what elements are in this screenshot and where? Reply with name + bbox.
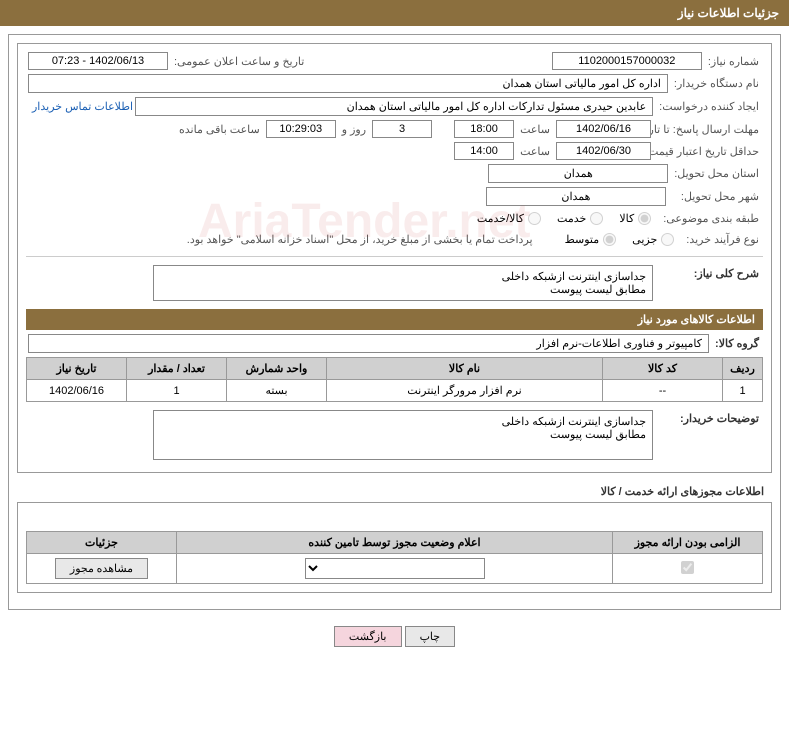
delivery-province-field: همدان [488,164,668,183]
response-date-field: 1402/06/16 [556,120,651,138]
time-label-2: ساعت [516,143,554,160]
cell-mandatory [613,554,763,584]
delivery-city-label: شهر محل تحویل: [677,188,763,205]
page-header: جزئیات اطلاعات نیاز [0,0,789,26]
remaining-label: ساعت باقی مانده [175,121,264,138]
price-validity-label: حداقل تاریخ اعتبار قیمت: تا تاریخ: [653,143,763,160]
th-details: جزئیات [27,532,177,554]
th-qty: تعداد / مقدار [127,358,227,380]
buyer-org-field: اداره کل امور مالیاتی استان همدان [28,74,668,93]
cell-unit: بسته [227,380,327,402]
delivery-province-label: استان محل تحویل: [670,165,763,182]
general-spec-label: شرح کلی نیاز: [653,265,763,282]
radio-service[interactable]: خدمت [557,212,603,225]
requester-field: عابدین حیدری مسئول تدارکات اداره کل امور… [135,97,653,116]
cell-code: -- [603,380,723,402]
cell-status [177,554,613,584]
radio-partial[interactable]: جزیی [632,233,674,246]
payment-note: پرداخت تمام یا بخشی از مبلغ خرید، از محل… [183,231,537,248]
th-row: ردیف [723,358,763,380]
license-table: الزامی بودن ارائه مجوز اعلام وضعیت مجوز … [26,531,763,584]
th-name: نام کالا [327,358,603,380]
th-mandatory: الزامی بودن ارائه مجوز [613,532,763,554]
announce-date-label: تاریخ و ساعت اعلان عمومی: [170,53,308,70]
time-label-1: ساعت [516,121,554,138]
goods-group-field: کامپیوتر و فناوری اطلاعات-نرم افزار [28,334,709,353]
days-field: 3 [372,120,432,138]
goods-group-label: گروه کالا: [711,335,763,352]
radio-goods-service[interactable]: کالا/خدمت [477,212,541,225]
category-label: طبقه بندی موضوعی: [659,210,763,227]
general-spec-text: جداسازی اینترنت ازشبکه داخلی مطابق لیست … [153,265,653,301]
cell-name: نرم افزار مرورگر اینترنت [327,380,603,402]
back-button[interactable]: بازگشت [334,626,402,647]
footer-buttons: چاپ بازگشت [0,618,789,655]
main-container: AriaTender.net شماره نیاز: 1102000157000… [8,34,781,610]
price-validity-date-field: 1402/06/30 [556,142,651,160]
buyer-org-label: نام دستگاه خریدار: [670,75,763,92]
announce-date-field: 1402/06/13 - 07:23 [28,52,168,70]
response-deadline-label: مهلت ارسال پاسخ: تا تاریخ: [653,121,763,138]
view-license-button[interactable]: مشاهده مجوز [55,558,148,579]
th-unit: واحد شمارش [227,358,327,380]
cell-details: مشاهده مجوز [27,554,177,584]
requester-label: ایجاد کننده درخواست: [655,98,763,115]
print-button[interactable]: چاپ [405,626,456,647]
th-code: کد کالا [603,358,723,380]
countdown-field: 10:29:03 [266,120,336,138]
need-number-label: شماره نیاز: [704,53,763,70]
response-time-field: 18:00 [454,120,514,138]
buyer-notes-label: توضیحات خریدار: [653,410,763,427]
radio-goods[interactable]: کالا [619,212,651,225]
th-status: اعلام وضعیت مجوز توسط تامین کننده [177,532,613,554]
th-date: تاریخ نیاز [27,358,127,380]
delivery-city-field: همدان [486,187,666,206]
buyer-contact-link[interactable]: اطلاعات تماس خریدار [32,100,133,113]
license-section-title: اطلاعات مجوزهای ارائه خدمت / کالا [17,481,772,502]
mandatory-checkbox [681,561,694,574]
license-section: الزامی بودن ارائه مجوز اعلام وضعیت مجوز … [17,502,772,593]
price-validity-time-field: 14:00 [454,142,514,160]
info-section: AriaTender.net شماره نیاز: 1102000157000… [17,43,772,473]
buyer-notes-text: جداسازی اینترنت ازشبکه داخلی مطابق لیست … [153,410,653,460]
license-row: مشاهده مجوز [27,554,763,584]
goods-info-header: اطلاعات کالاهای مورد نیاز [26,309,763,330]
cell-date: 1402/06/16 [27,380,127,402]
status-select[interactable] [305,558,485,579]
table-row: 1 -- نرم افزار مرورگر اینترنت بسته 1 140… [27,380,763,402]
cell-row: 1 [723,380,763,402]
radio-medium[interactable]: متوسط [565,233,617,246]
goods-table: ردیف کد کالا نام کالا واحد شمارش تعداد /… [26,357,763,402]
purchase-type-label: نوع فرآیند خرید: [682,231,763,248]
need-number-field: 1102000157000032 [552,52,702,70]
days-and-label: روز و [338,121,370,138]
cell-qty: 1 [127,380,227,402]
